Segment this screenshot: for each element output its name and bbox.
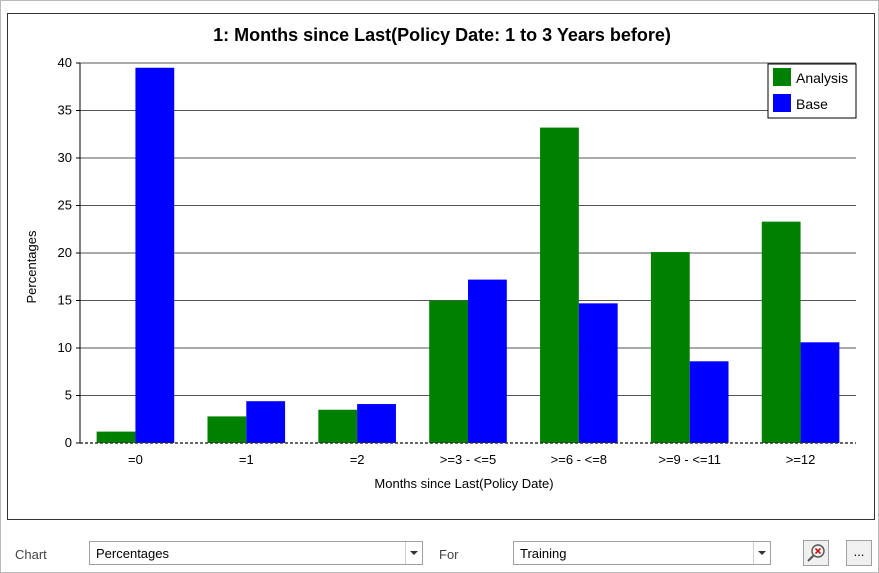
bar-base: [246, 401, 286, 443]
x-tick-label: =2: [350, 452, 365, 467]
bar-base: [689, 361, 729, 443]
for-label: For: [439, 547, 459, 562]
y-tick-label: 20: [58, 245, 72, 260]
bars: [96, 67, 840, 443]
chart-type-label: Chart: [15, 547, 47, 562]
bar-analysis: [96, 431, 136, 443]
zoom-reset-icon: [807, 544, 825, 562]
legend-label: Analysis: [796, 70, 848, 86]
x-tick-label: >=3 - <=5: [440, 452, 496, 467]
chevron-down-icon[interactable]: [753, 542, 770, 564]
chart-type-select[interactable]: Percentages: [89, 541, 423, 565]
bar-base: [800, 342, 840, 443]
x-tick-label: =1: [239, 452, 254, 467]
x-axis-label: Months since Last(Policy Date): [374, 476, 553, 491]
y-tick-label: 5: [65, 388, 72, 403]
legend-swatch-base: [773, 94, 791, 112]
chart-title: 1: Months since Last(Policy Date: 1 to 3…: [213, 25, 671, 45]
bar-analysis: [207, 416, 247, 443]
legend-swatch-analysis: [773, 68, 791, 86]
y-tick-label: 15: [58, 293, 72, 308]
y-tick-label: 35: [58, 103, 72, 118]
bar-base: [135, 67, 175, 443]
axes: 0 5 10 15 20 25 30 35 40 =0 =1 =2 >=3 - <=5 >=6 - <=8…: [58, 55, 856, 467]
y-axis-label: Percentages: [24, 230, 39, 303]
more-options-button[interactable]: ...: [846, 540, 872, 566]
x-tick-label: =0: [128, 452, 143, 467]
bar-chart: 1: Months since Last(Policy Date: 1 to 3…: [24, 25, 857, 491]
x-tick-label: >=12: [786, 452, 816, 467]
bar-base: [357, 404, 396, 443]
chart-type-value: Percentages: [96, 546, 169, 561]
bar-analysis: [429, 300, 468, 443]
clear-zoom-button[interactable]: [803, 540, 829, 566]
legend-label: Base: [796, 96, 828, 112]
bar-analysis: [318, 409, 358, 443]
y-tick-label: 0: [65, 435, 72, 450]
bar-base: [468, 279, 507, 443]
bar-analysis: [540, 127, 579, 443]
x-tick-label: >=6 - <=8: [551, 452, 607, 467]
y-tick-label: 40: [58, 55, 72, 70]
bar-analysis: [761, 221, 801, 443]
bar-analysis: [650, 252, 690, 443]
y-tick-label: 25: [58, 198, 72, 213]
x-tick-label: >=9 - <=11: [658, 452, 721, 467]
y-tick-label: 10: [58, 340, 72, 355]
legend: Analysis Base: [767, 63, 857, 119]
y-tick-label: 30: [58, 150, 72, 165]
for-value: Training: [520, 546, 567, 561]
chart-controls: Chart Percentages For Training ...: [1, 531, 879, 571]
bar-base: [578, 303, 618, 443]
chart-panel: 1: Months since Last(Policy Date: 1 to 3…: [7, 13, 875, 520]
chevron-down-icon[interactable]: [405, 542, 422, 564]
for-select[interactable]: Training: [513, 541, 771, 565]
